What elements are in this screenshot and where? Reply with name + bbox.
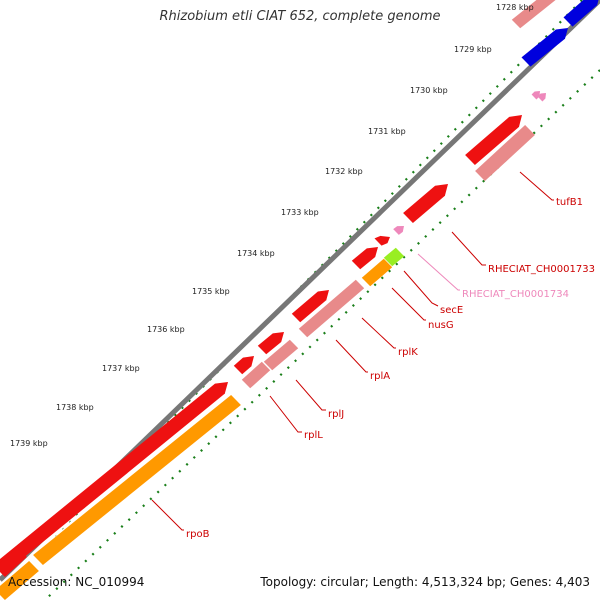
upstream-pink-feature (511, 0, 556, 29)
leader-rplj (295, 379, 326, 411)
orange-edge-feature (0, 561, 39, 600)
rheciat-ch0001733-feature (403, 184, 448, 223)
rplk-feature (241, 361, 271, 389)
rpla-feature (291, 290, 329, 323)
tick-label: 1731 kbp (368, 127, 406, 136)
leader-rplk (361, 317, 396, 349)
tick-label: 1729 kbp (454, 45, 492, 54)
sece-feature-b (383, 247, 405, 267)
leader-rheciat-ch0001733 (451, 231, 486, 266)
leader-rheciat-ch0001734 (417, 253, 460, 291)
gene-label-rheciat-ch0001733[interactable]: RHECIAT_CH0001733 (488, 264, 595, 275)
rpob-feature (0, 382, 228, 573)
tick-label: 1736 kbp (147, 325, 185, 334)
tick-label: 1737 kbp (102, 364, 140, 373)
tufb1-feature-b (475, 125, 535, 181)
tick-label: 1734 kbp (237, 249, 275, 258)
magenta-small-b (537, 93, 546, 102)
gene-label-rplj[interactable]: rplJ (328, 409, 344, 420)
rpob-feature-b (33, 395, 241, 565)
rplj-feature (233, 356, 254, 375)
tick-labels: 1728 kbp 1729 kbp 1730 kbp 1731 kbp 1732 kbp… (10, 3, 534, 448)
gene-label-rpob[interactable]: rpoB (186, 529, 210, 540)
leader-nusg (391, 287, 426, 321)
tick-label: 1735 kbp (192, 287, 230, 296)
tick-label: 1739 kbp (10, 439, 48, 448)
nusg-feature-b (361, 258, 393, 287)
tick-label: 1728 kbp (496, 3, 534, 12)
rpla-feature-b (298, 279, 365, 338)
gene-label-rpla[interactable]: rplA (370, 371, 390, 382)
leader-sece (403, 270, 439, 307)
summary-text: Topology: circular; Length: 4,513,324 bp… (260, 575, 590, 589)
sece-feature (374, 235, 390, 246)
map-title: Rhizobium etli CIAT 652, complete genome (159, 9, 441, 24)
gene-label-sece[interactable]: secE (440, 305, 463, 316)
rplk-feature-b (263, 339, 299, 371)
gene-label-rpll[interactable]: rplL (304, 430, 323, 441)
tick-label: 1730 kbp (410, 86, 448, 95)
leader-rpob (151, 499, 184, 531)
blue-feature-a (521, 28, 568, 67)
tick-label: 1733 kbp (281, 208, 319, 217)
tick-label: 1732 kbp (325, 167, 363, 176)
gene-label-nusg[interactable]: nusG (428, 320, 454, 331)
label-leaders (151, 171, 554, 531)
nusg-feature (351, 247, 378, 270)
accession-text: Accession: NC_010994 (8, 575, 145, 589)
gene-labels: tufB1 RHECIAT_CH0001733 RHECIAT_CH0001734s… (186, 197, 595, 540)
tick-label: 1738 kbp (56, 403, 94, 412)
rpll-feature (257, 332, 284, 355)
gene-label-rheciat-ch0001734[interactable]: RHECIAT_CH0001734 (462, 289, 569, 300)
rheciat-ch0001734-feature (393, 226, 404, 235)
magenta-small-a (531, 91, 540, 100)
gene-label-rplk[interactable]: rplK (398, 347, 418, 358)
red-edge-feature (0, 547, 27, 577)
gene-label-tufb1[interactable]: tufB1 (556, 197, 583, 208)
leader-rpll (269, 395, 302, 433)
tufb1-feature (465, 115, 522, 165)
leader-rpla (335, 339, 368, 373)
blue-feature-b (563, 0, 599, 27)
leader-tufb1 (519, 171, 554, 201)
